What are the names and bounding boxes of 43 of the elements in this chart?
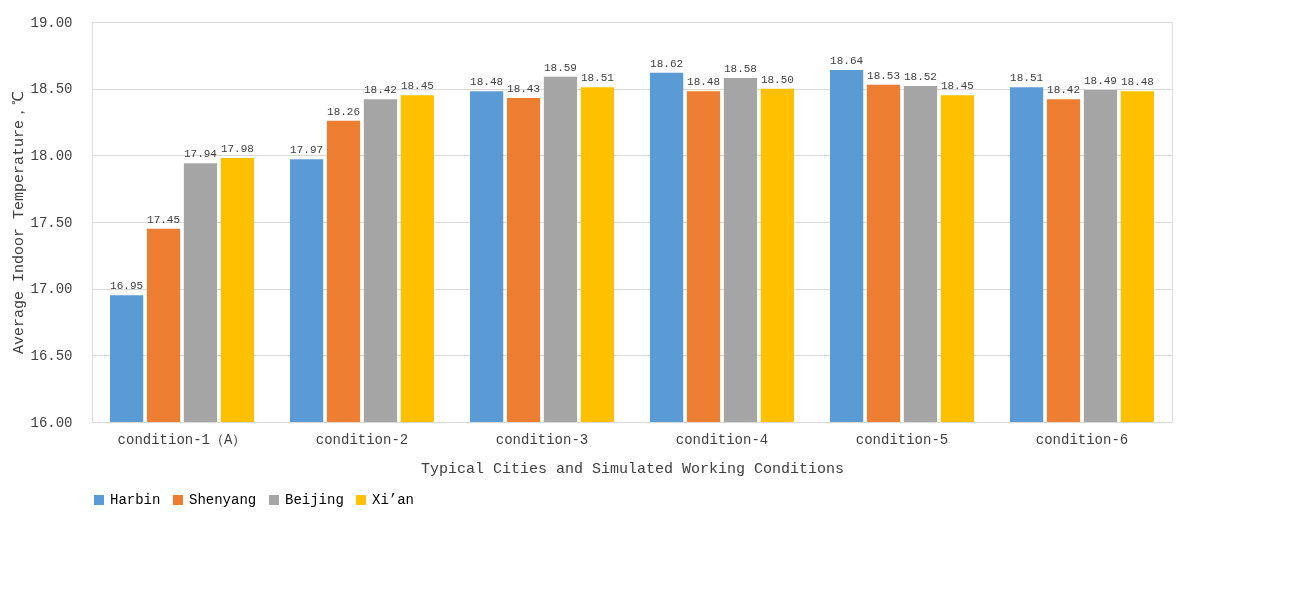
data-label: 18.50: [760, 73, 794, 86]
x-tick-label: condition-6: [1035, 431, 1129, 448]
data-label: 18.26: [327, 105, 361, 118]
y-tick-label: 17.00: [30, 281, 73, 298]
data-label: 18.58: [723, 63, 757, 75]
data-label: 18.52: [903, 71, 937, 83]
legend-label: Shenyang: [189, 492, 257, 508]
data-label: 17.97: [290, 144, 324, 157]
x-tick-label: condition-5: [855, 431, 949, 448]
data-label: 18.51: [580, 72, 615, 85]
x-axis-title: Typical Cities and Simulated Working Conditions: [420, 460, 845, 478]
data-label: 18.62: [650, 57, 684, 70]
data-label: 18.64: [830, 55, 864, 67]
data-label: 16.95: [110, 280, 144, 293]
data-label: 18.48: [1120, 76, 1154, 89]
y-tick-label: 18.00: [30, 147, 73, 164]
y-tick-label: 18.50: [30, 81, 73, 98]
data-label: 18.53: [867, 69, 901, 82]
data-label: 18.49: [1083, 75, 1117, 87]
y-tick-label: 17.50: [30, 214, 73, 231]
legend-label: Xi’an: [372, 492, 415, 508]
y-tick-label: 19.00: [30, 14, 73, 31]
data-label: 18.48: [687, 76, 721, 89]
data-label: 18.45: [940, 80, 974, 93]
data-label: 17.98: [220, 143, 254, 155]
data-label: 18.42: [363, 84, 397, 97]
x-tick-label: condition-2: [315, 431, 409, 448]
data-label: 18.48: [470, 76, 504, 89]
y-tick-label: 16.00: [30, 414, 73, 431]
x-tick-label: condition-3: [495, 431, 589, 448]
y-axis-title: Average Indoor Temperature，℃: [11, 90, 29, 355]
data-label: 18.59: [543, 61, 577, 74]
y-tick-label: 16.50: [30, 347, 73, 364]
legend-label: Harbin: [110, 492, 161, 508]
data-label: 17.45: [147, 213, 181, 226]
legend-label: Beijing: [285, 492, 344, 508]
data-label: 18.43: [507, 83, 541, 95]
x-tick-label: condition-4: [675, 431, 769, 448]
data-label: 18.45: [400, 80, 434, 93]
data-label: 18.42: [1047, 84, 1081, 97]
data-label: 17.94: [183, 148, 218, 161]
x-tick-label: condition-1（A）: [117, 431, 247, 448]
data-label: 18.51: [1010, 72, 1044, 85]
